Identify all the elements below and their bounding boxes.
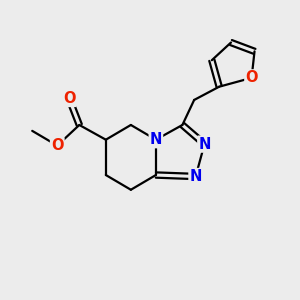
Text: N: N [150, 132, 162, 147]
Text: O: O [245, 70, 258, 86]
Text: N: N [198, 136, 211, 152]
Text: N: N [190, 169, 202, 184]
Text: O: O [63, 91, 75, 106]
Text: O: O [51, 138, 64, 153]
